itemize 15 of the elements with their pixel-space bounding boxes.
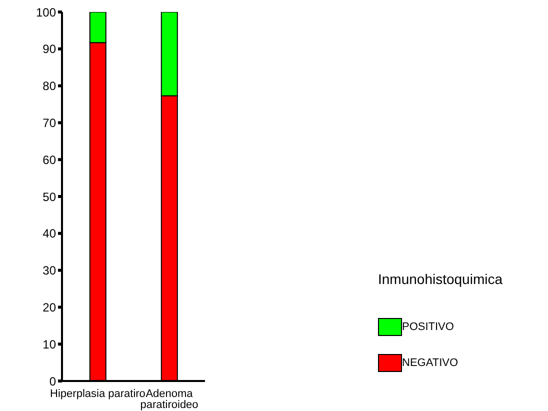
y-tick-label: 30 (42, 264, 56, 278)
y-tick-label: 60 (42, 152, 56, 167)
legend-label: NEGATIVO (402, 357, 458, 369)
legend-title: Inmunohistoquimica (378, 271, 504, 287)
y-tick-label: 80 (42, 79, 56, 94)
y-tick-label: 70 (42, 116, 56, 130)
y-tick-label: 20 (42, 300, 56, 314)
legend-label: POSITIVO (402, 321, 454, 333)
y-tick-label: 50 (42, 190, 56, 204)
y-tick-label: 10 (42, 337, 56, 352)
x-tick-label: Hiperplasia paratiro (50, 388, 146, 400)
y-tick-label: 100 (36, 5, 56, 20)
y-tick-label: 90 (42, 42, 56, 56)
y-tick-label: 0 (49, 374, 56, 388)
y-tick-label: 40 (42, 226, 56, 241)
